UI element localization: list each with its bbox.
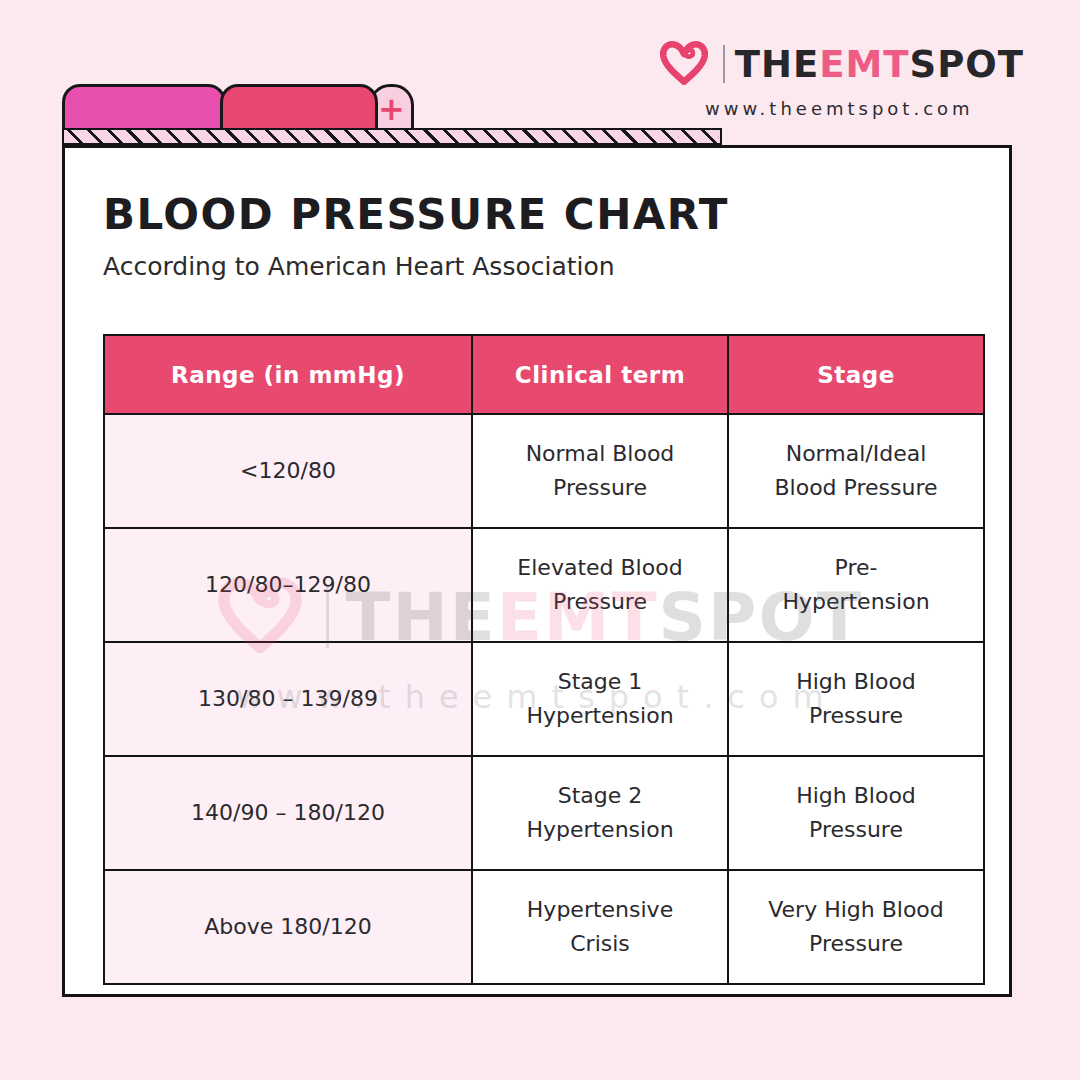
hatched-shelf-bar (62, 128, 722, 145)
header-clinical-term: Clinical term (472, 335, 728, 414)
stage-cell: Normal/Ideal Blood Pressure (728, 414, 984, 528)
stage-cell: High Blood Pressure (728, 756, 984, 870)
brand-divider (723, 45, 725, 83)
header-stage: Stage (728, 335, 984, 414)
clinical-term-cell: Normal Blood Pressure (472, 414, 728, 528)
range-cell: 120/80–129/80 (104, 528, 472, 642)
table-header-row: Range (in mmHg) Clinical term Stage (104, 335, 984, 414)
brand-emt: EMT (819, 43, 909, 86)
magenta-tab-shape (62, 84, 226, 131)
clinical-term-cell: Stage 2 Hypertension (472, 756, 728, 870)
stage-cell: Pre- Hypertension (728, 528, 984, 642)
stage-cell: Very High Blood Pressure (728, 870, 984, 984)
brand-wordmark: THEEMTSPOT (735, 43, 1024, 86)
infographic-canvas: + THEEMTSPOT www.theemtspot.com BLOOD PR… (0, 0, 1080, 1080)
brand-block: THEEMTSPOT www.theemtspot.com (655, 38, 1024, 119)
blood-pressure-table: Range (in mmHg) Clinical term Stage <120… (103, 334, 985, 985)
heart-icon (655, 38, 713, 90)
content-card: BLOOD PRESSURE CHART According to Americ… (62, 145, 1012, 997)
brand-spot: SPOT (910, 43, 1024, 86)
rose-tab-shape (220, 84, 378, 131)
range-cell: Above 180/120 (104, 870, 472, 984)
header-range: Range (in mmHg) (104, 335, 472, 414)
stage-cell: High Blood Pressure (728, 642, 984, 756)
brand-the: THE (735, 43, 819, 86)
table-row: Above 180/120 Hypertensive Crisis Very H… (104, 870, 984, 984)
table-row: 140/90 – 180/120 Stage 2 Hypertension Hi… (104, 756, 984, 870)
page-title: BLOOD PRESSURE CHART (103, 190, 729, 239)
range-cell: 140/90 – 180/120 (104, 756, 472, 870)
table-row: <120/80 Normal Blood Pressure Normal/Ide… (104, 414, 984, 528)
plus-icon: + (378, 93, 405, 125)
clinical-term-cell: Elevated Blood Pressure (472, 528, 728, 642)
table-row: 120/80–129/80 Elevated Blood Pressure Pr… (104, 528, 984, 642)
clinical-term-cell: Hypertensive Crisis (472, 870, 728, 984)
clinical-term-cell: Stage 1 Hypertension (472, 642, 728, 756)
brand-website: www.theemtspot.com (705, 98, 973, 119)
decorative-folder-tabs: + (62, 84, 414, 131)
range-cell: 130/80 – 139/89 (104, 642, 472, 756)
page-subtitle: According to American Heart Association (103, 252, 615, 281)
table-row: 130/80 – 139/89 Stage 1 Hypertension Hig… (104, 642, 984, 756)
range-cell: <120/80 (104, 414, 472, 528)
brand-row: THEEMTSPOT (655, 38, 1024, 90)
